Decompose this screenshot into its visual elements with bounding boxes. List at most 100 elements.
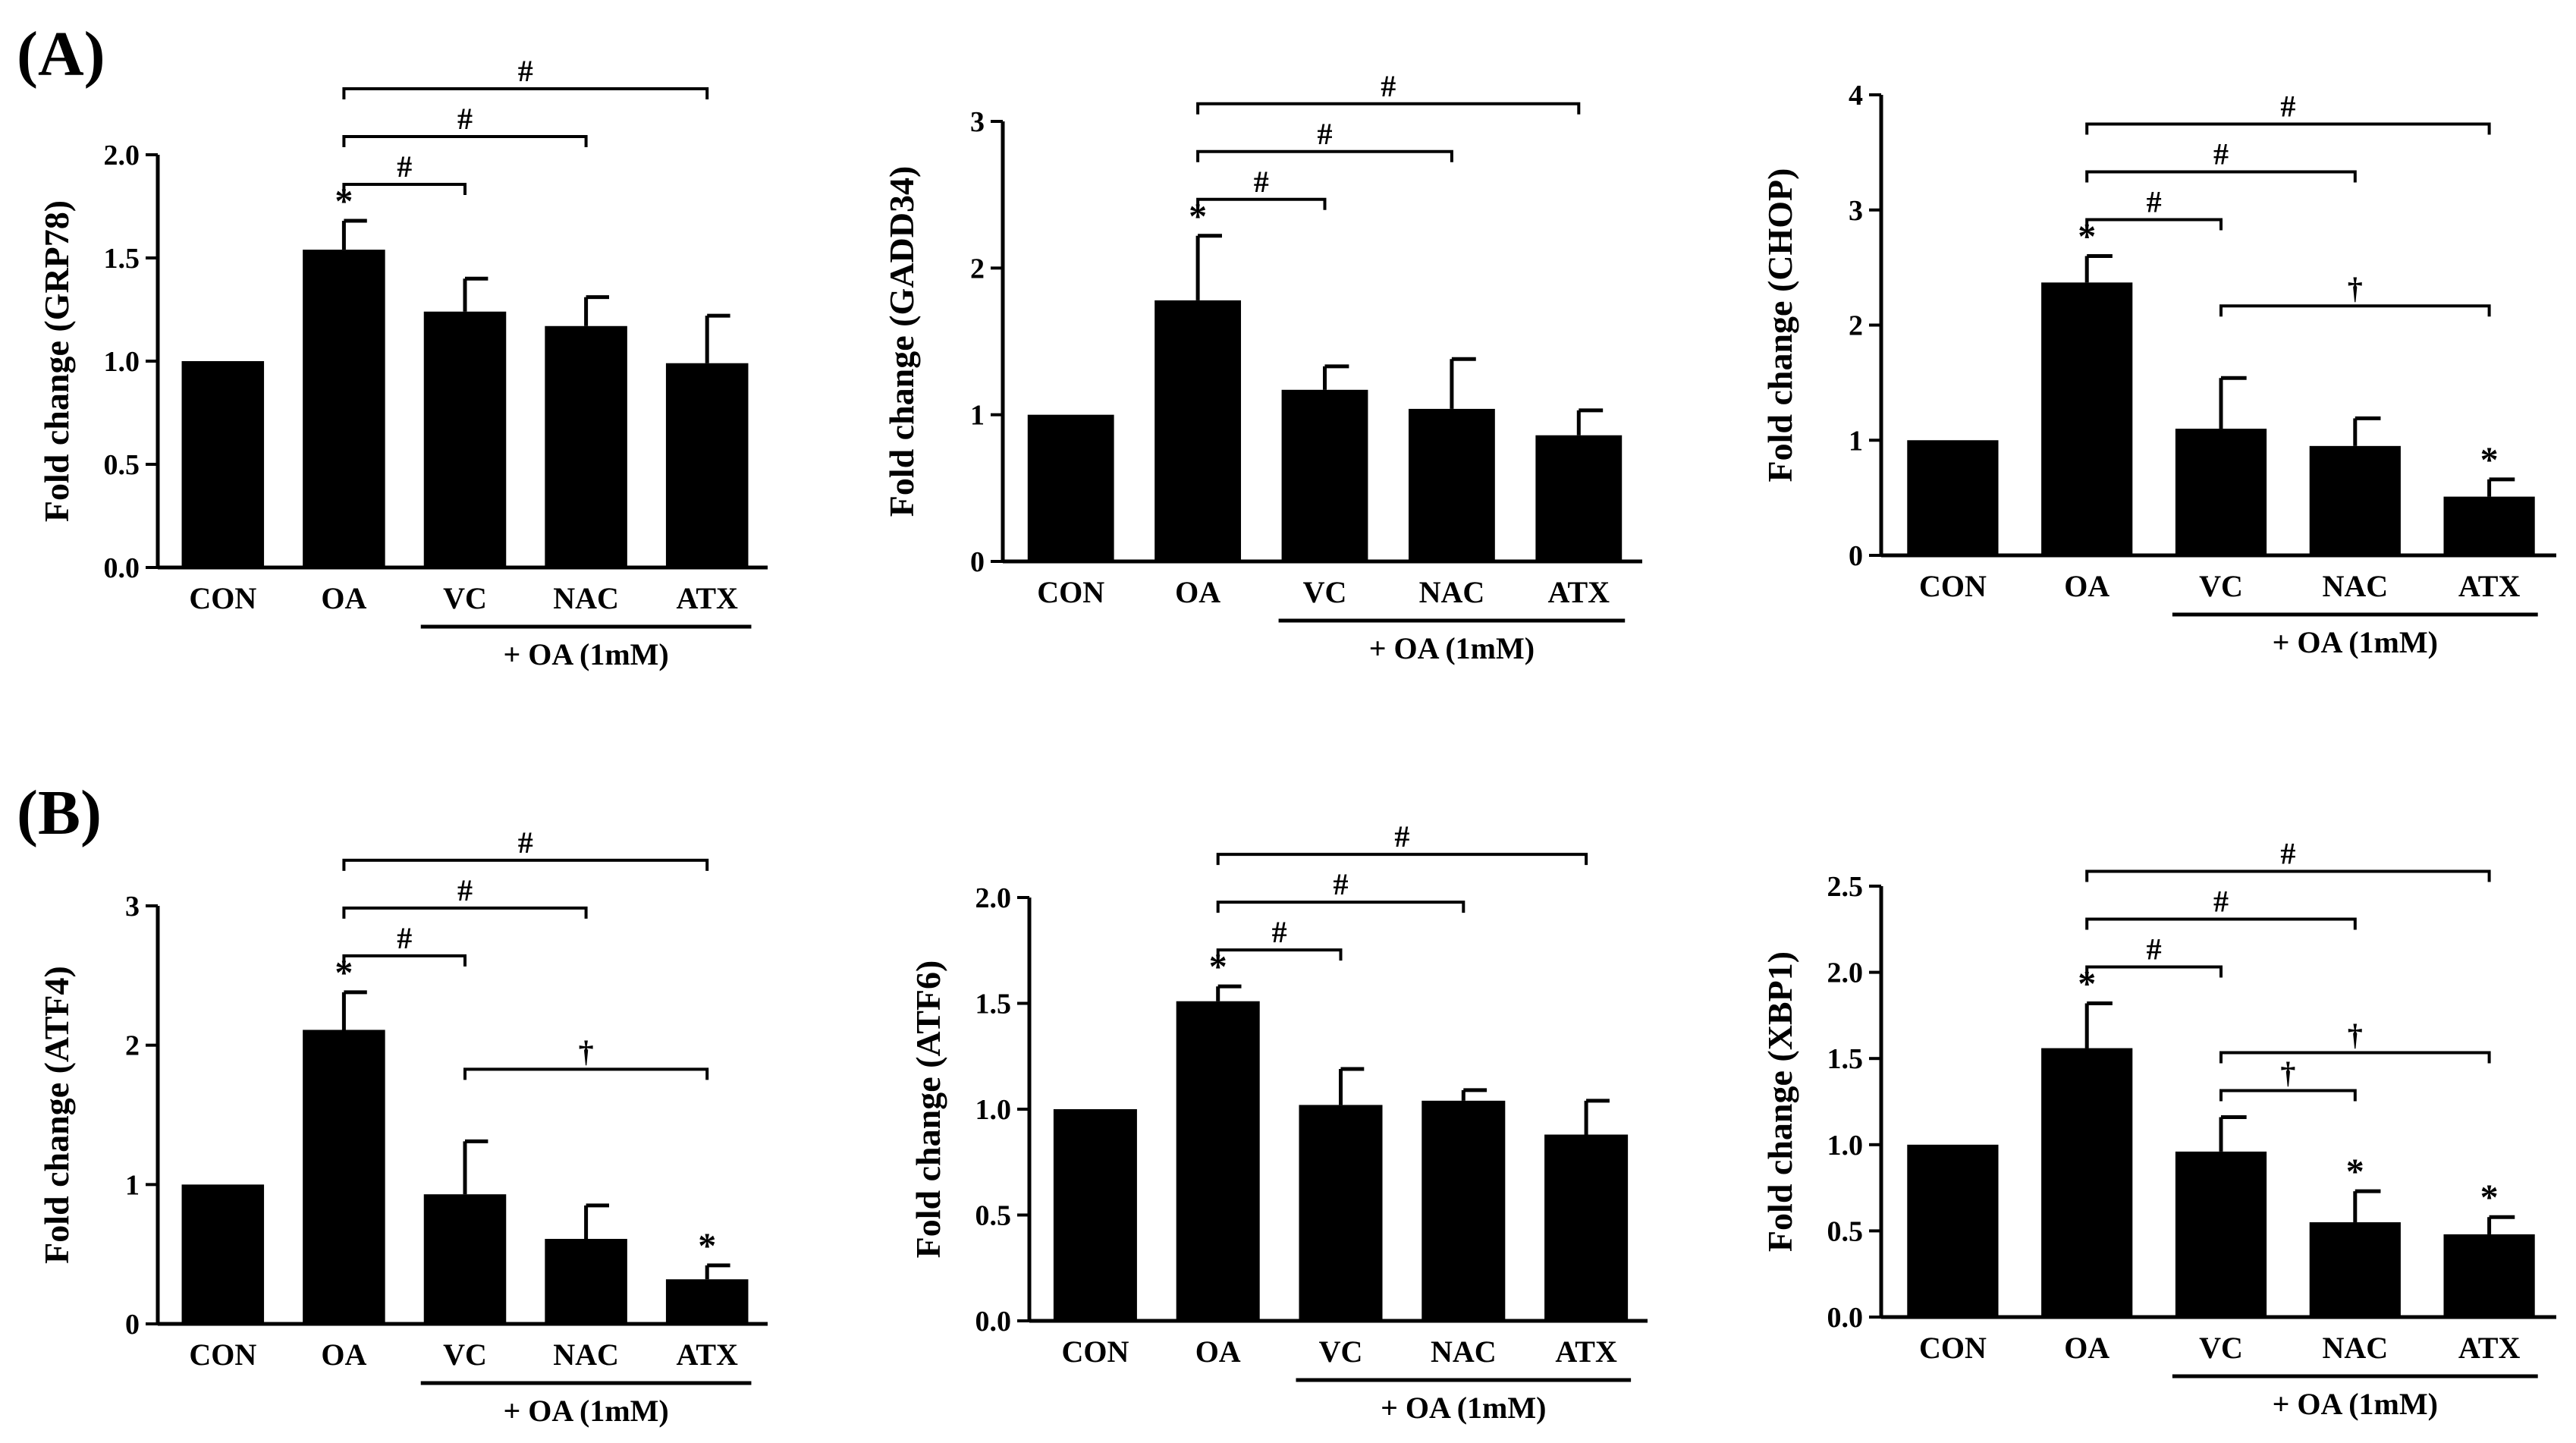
bracket-symbol: # bbox=[2280, 89, 2295, 123]
significance-bracket bbox=[342, 858, 709, 871]
bar-nac bbox=[2309, 1222, 2401, 1317]
y-tick-label: 2 bbox=[970, 253, 985, 285]
category-label: NAC bbox=[2322, 1331, 2388, 1365]
category-label: ATX bbox=[676, 581, 738, 615]
significance-bracket bbox=[342, 87, 709, 100]
y-tick-label: 2.0 bbox=[104, 140, 140, 171]
bar-atx bbox=[665, 1279, 749, 1324]
y-tick-label: 1.0 bbox=[975, 1094, 1012, 1126]
y-axis-label: Fold change (XBP1) bbox=[1761, 951, 1799, 1252]
bar-oa bbox=[303, 250, 385, 567]
category-label: NAC bbox=[1419, 575, 1485, 609]
y-tick-label: 0 bbox=[1849, 540, 1863, 572]
bar-con bbox=[1907, 440, 1999, 555]
category-label: VC bbox=[2199, 1331, 2243, 1365]
significance-bracket bbox=[342, 906, 588, 919]
y-tick-label: 2.5 bbox=[1827, 871, 1864, 903]
category-label: NAC bbox=[553, 581, 619, 615]
significance-bracket bbox=[2219, 1089, 2357, 1102]
bracket-symbol: # bbox=[397, 921, 412, 955]
significance-bracket bbox=[1216, 948, 1343, 961]
bracket-symbol: # bbox=[1318, 117, 1333, 151]
category-label: OA bbox=[2064, 1331, 2109, 1365]
category-label: OA bbox=[2064, 569, 2109, 603]
significance-star: * bbox=[2346, 1152, 2364, 1192]
bar-vc bbox=[423, 1194, 507, 1324]
significance-bracket bbox=[2085, 917, 2357, 930]
significance-bracket bbox=[2085, 218, 2223, 231]
significance-star: * bbox=[2480, 440, 2499, 480]
category-label: VC bbox=[1319, 1335, 1363, 1369]
bracket-symbol: # bbox=[457, 873, 473, 907]
category-label: ATX bbox=[1548, 575, 1610, 609]
category-label: VC bbox=[443, 1338, 487, 1372]
bar-con bbox=[181, 1184, 265, 1324]
bracket-symbol: # bbox=[518, 825, 533, 860]
category-label: NAC bbox=[2322, 569, 2388, 603]
bracket-symbol: # bbox=[1394, 819, 1409, 854]
y-tick-label: 0.5 bbox=[1827, 1215, 1864, 1247]
y-axis-label: Fold change (CHOP) bbox=[1761, 168, 1799, 483]
y-tick-label: 2.0 bbox=[975, 882, 1012, 914]
bracket-symbol: # bbox=[1254, 165, 1269, 199]
bar-con bbox=[1053, 1109, 1137, 1321]
bar-oa bbox=[2041, 1048, 2133, 1317]
category-label: NAC bbox=[1431, 1335, 1497, 1369]
bar-con bbox=[181, 361, 265, 567]
chart-bottom-middle: 0.0 0.5 1.0 1.5 2.0 Fold change (ATF6) CON OA VC… bbox=[909, 819, 1648, 1425]
y-tick-label: 1 bbox=[970, 400, 985, 432]
category-label: ATX bbox=[676, 1338, 738, 1372]
bar-nac bbox=[1422, 1100, 1506, 1321]
y-tick-label: 3 bbox=[125, 891, 140, 923]
y-axis-label: Fold change (ATF4) bbox=[37, 966, 76, 1264]
bracket-symbol: # bbox=[2280, 836, 2295, 870]
category-label: ATX bbox=[2458, 1331, 2521, 1365]
group-label: + OA (1mM) bbox=[503, 1394, 668, 1428]
bracket-symbol: # bbox=[1334, 867, 1349, 901]
category-label: CON bbox=[1919, 1331, 1987, 1365]
y-tick-label: 2 bbox=[125, 1030, 140, 1062]
bracket-symbol: # bbox=[1381, 69, 1396, 103]
bar-atx bbox=[665, 363, 749, 567]
y-axis-label: Fold change (ATF6) bbox=[909, 960, 947, 1259]
y-tick-label: 1.5 bbox=[975, 989, 1012, 1020]
significance-star: * bbox=[698, 1226, 716, 1266]
panel-label-b: (B) bbox=[17, 778, 102, 848]
bar-vc bbox=[2175, 429, 2267, 555]
significance-bracket bbox=[463, 1067, 709, 1080]
significance-bracket bbox=[2219, 1051, 2491, 1064]
bar-atx bbox=[2443, 1234, 2535, 1317]
bar-nac bbox=[2309, 445, 2401, 555]
y-tick-label: 1.5 bbox=[104, 243, 140, 275]
significance-bracket bbox=[1196, 197, 1327, 210]
significance-bracket bbox=[342, 183, 467, 196]
y-tick-label: 0.5 bbox=[104, 449, 140, 481]
significance-bracket bbox=[1216, 901, 1465, 913]
category-label: VC bbox=[2199, 569, 2243, 603]
bracket-symbol: † bbox=[579, 1034, 594, 1068]
y-tick-label: 1 bbox=[125, 1169, 140, 1201]
significance-bracket bbox=[342, 135, 588, 148]
bar-atx bbox=[2443, 496, 2535, 555]
category-label: CON bbox=[189, 581, 256, 615]
y-tick-label: 0.5 bbox=[975, 1200, 1012, 1232]
bracket-symbol: # bbox=[2213, 137, 2229, 171]
y-tick-label: 3 bbox=[970, 106, 985, 138]
category-label: CON bbox=[189, 1338, 256, 1372]
significance-bracket bbox=[1196, 149, 1453, 162]
category-label: ATX bbox=[1555, 1335, 1617, 1369]
bracket-symbol: # bbox=[2147, 932, 2162, 966]
category-label: NAC bbox=[553, 1338, 619, 1372]
significance-bracket bbox=[2085, 170, 2357, 183]
significance-star: * bbox=[2480, 1177, 2499, 1218]
bar-oa bbox=[1176, 1001, 1260, 1321]
category-label: OA bbox=[1175, 575, 1220, 609]
bracket-symbol: † bbox=[2348, 271, 2363, 305]
bar-nac bbox=[545, 325, 627, 567]
y-tick-label: 1.0 bbox=[104, 346, 140, 378]
bar-atx bbox=[1544, 1134, 1629, 1321]
bar-oa bbox=[303, 1030, 385, 1324]
